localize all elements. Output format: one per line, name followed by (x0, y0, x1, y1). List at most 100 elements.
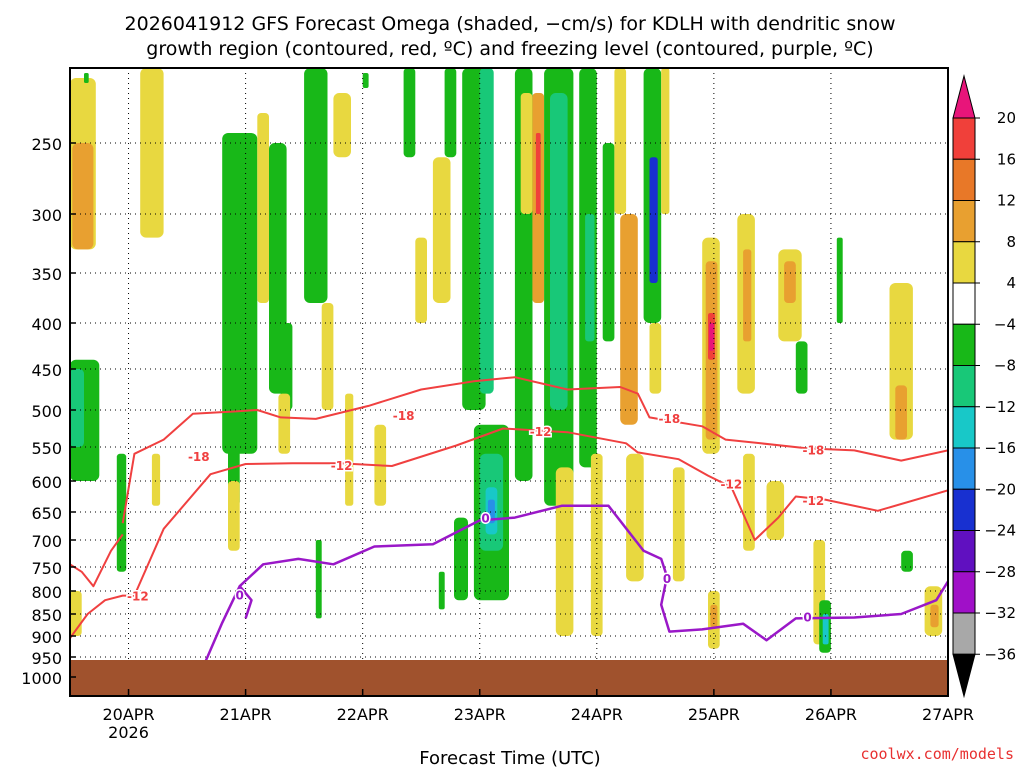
ground-surface (70, 660, 948, 696)
omega-region-green-m4-m8 (84, 73, 89, 83)
omega-region-yellow-4-8 (649, 323, 662, 394)
y-tick-label: 950 (31, 649, 62, 668)
omega-region-blue-m16-m20 (487, 499, 495, 524)
freezing-level-loop-contour (238, 585, 253, 619)
y-tick-label: 850 (31, 606, 62, 625)
plot-area: -18 -18 -18 -18 -12 -12 -12 -12 -12 0 0 0 0 (69, 67, 949, 697)
contour-label: -12 (803, 494, 825, 508)
colorbar-swatch (952, 447, 976, 490)
omega-region-yellow-4-8 (140, 68, 164, 238)
omega-region-orange-8-12 (784, 261, 796, 303)
omega-region-green-m4-m8 (795, 341, 808, 394)
contour-label: 0 (236, 589, 244, 603)
colorbar-label: 20 (997, 109, 1016, 127)
colorbar-label: −24 (984, 522, 1016, 540)
contour-label: -18 (803, 443, 825, 457)
colorbar-label: 4 (1006, 274, 1016, 292)
omega-region-yellow-4-8 (743, 453, 755, 551)
y-tick-label: 750 (31, 559, 62, 578)
omega-region-orange-8-12 (620, 214, 638, 425)
chart-title-line-1: 2026041912 GFS Forecast Omega (shaded, −… (125, 13, 896, 35)
credit-text: coolwx.com/models (860, 745, 1014, 763)
omega-region-yellow-4-8 (333, 93, 351, 158)
dgz-lower-minus18-contour (70, 533, 124, 588)
colorbar-label: 12 (997, 192, 1016, 210)
omega-region-teal-m8-m12 (70, 369, 84, 447)
omega-region-green-m4-m8 (362, 73, 369, 88)
contour-label: -12 (331, 459, 353, 473)
omega-region-green-m4-m8 (304, 68, 328, 303)
omega-region-green-m4-m8 (836, 237, 843, 323)
omega-region-dark-blue-m20-m24 (649, 157, 658, 283)
x-axis-label: Forecast Time (UTC) (419, 748, 600, 768)
y-tick-label: 400 (31, 315, 62, 334)
omega-region-yellow-4-8 (590, 453, 603, 636)
colorbar-swatch (952, 241, 976, 284)
freezing-level-contour (197, 504, 948, 678)
omega-region-green-m4-m8 (901, 550, 913, 572)
y-tick-label: 650 (31, 504, 62, 523)
omega-region-teal-m8-m12 (479, 68, 494, 394)
y-tick-label: 900 (31, 628, 62, 647)
contour-label: 0 (481, 512, 489, 526)
omega-region-green-m4-m8 (315, 540, 322, 619)
y-tick-label: 450 (31, 361, 62, 380)
contour-label: -18 (659, 412, 681, 426)
omega-region-orange-8-12 (930, 604, 939, 628)
colorbar-swatch (952, 406, 976, 449)
omega-region-yellow-4-8 (321, 303, 334, 410)
plot-frame (69, 67, 949, 697)
contour-label: -12 (721, 478, 743, 492)
omega-region-orange-8-12 (710, 604, 718, 628)
x-tick-label: 25APR (688, 705, 740, 724)
x-tick-label: 20APR (102, 705, 154, 724)
omega-region-yellow-4-8 (278, 393, 291, 454)
colorbar-label: −16 (984, 439, 1016, 457)
chart-title-line-2: growth region (contoured, red, ºC) and f… (146, 38, 873, 60)
colorbar-label: −4 (994, 315, 1016, 333)
x-tick-year-label: 2026 (108, 723, 149, 742)
omega-region-yellow-4-8 (766, 481, 785, 540)
y-axis: 250 300 350 400 450 500 550 600 650 700 750 800 850 9… (21, 135, 76, 688)
colorbar-swatch (952, 612, 976, 655)
x-tick-label: 22APR (337, 705, 389, 724)
omega-region-magenta-gt20 (709, 323, 714, 351)
colorbar-swatch (952, 158, 976, 201)
contour-label: -12 (127, 590, 149, 604)
omega-region-yellow-4-8 (432, 157, 451, 303)
omega-region-teal-m8-m12 (550, 93, 568, 410)
colorbar-bottom-arrow (952, 653, 976, 699)
omega-region-orange-8-12 (72, 143, 94, 250)
omega-region-green-m4-m8 (454, 517, 468, 601)
colorbar-swatch (952, 365, 976, 408)
colorbar-label: −12 (984, 398, 1016, 416)
y-tick-label: 550 (31, 439, 62, 458)
colorbar-label: −28 (984, 563, 1016, 581)
omega-region-yellow-4-8 (672, 467, 685, 582)
y-tick-label: 700 (31, 532, 62, 551)
omega-region-green-m4-m8 (444, 68, 457, 158)
colorbar-label: 16 (997, 150, 1016, 168)
x-tick-label: 27APR (922, 705, 974, 724)
omega-region-cyan-m12-m16 (822, 614, 829, 645)
y-tick-label: 300 (31, 206, 62, 225)
y-tick-label: 500 (31, 402, 62, 421)
y-tick-label: 800 (31, 583, 62, 602)
colorbar-top-arrow (952, 74, 976, 119)
omega-region-yellow-4-8 (228, 481, 240, 551)
colorbar-label: −32 (984, 604, 1016, 622)
contour-label: -12 (530, 425, 552, 439)
omega-region-yellow-4-8 (345, 393, 354, 506)
omega-region-yellow-4-8 (151, 453, 161, 506)
x-axis: 20APR 21APR 22APR 23APR 24APR 25APR 26APR 27APR… (102, 689, 974, 742)
omega-region-yellow-4-8 (415, 237, 427, 323)
y-tick-label: 1000 (21, 669, 62, 688)
omega-region-green-m4-m8 (403, 68, 416, 158)
omega-region-green-m4-m8 (438, 571, 445, 610)
colorbar-label: −8 (994, 357, 1016, 375)
contour-label: 0 (803, 611, 811, 625)
x-tick-label: 21APR (220, 705, 272, 724)
colorbar-label: 8 (1006, 233, 1016, 251)
omega-region-orange-8-12 (895, 385, 907, 440)
